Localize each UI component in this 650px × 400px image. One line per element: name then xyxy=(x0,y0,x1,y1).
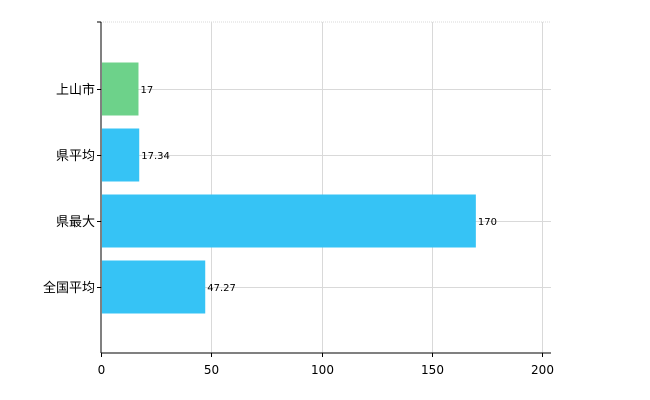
category-label: 県最大 xyxy=(56,215,95,230)
grid xyxy=(101,21,551,353)
x-tick-label: 50 xyxy=(204,363,219,377)
bar xyxy=(102,260,206,314)
labels: 0 50 100 150 200 上山市 17 県平均 17.34 県最大 170 全国平均 47.27 xyxy=(43,82,554,377)
bar xyxy=(102,62,139,116)
data-label: 17.34 xyxy=(141,151,170,162)
x-tick-label: 200 xyxy=(531,363,554,377)
data-label: 47.27 xyxy=(207,283,236,294)
category-label: 上山市 xyxy=(56,82,95,98)
x-tick-label: 100 xyxy=(311,363,334,377)
x-tick-label: 150 xyxy=(421,363,444,377)
bar xyxy=(102,194,476,248)
bar xyxy=(102,128,140,182)
data-label: 170 xyxy=(478,217,497,228)
bars xyxy=(102,62,476,314)
category-label: 全国平均 xyxy=(43,280,95,296)
axes xyxy=(97,21,551,357)
data-label: 17 xyxy=(140,85,153,96)
category-label: 県平均 xyxy=(56,149,95,164)
x-tick-label: 0 xyxy=(98,363,106,377)
